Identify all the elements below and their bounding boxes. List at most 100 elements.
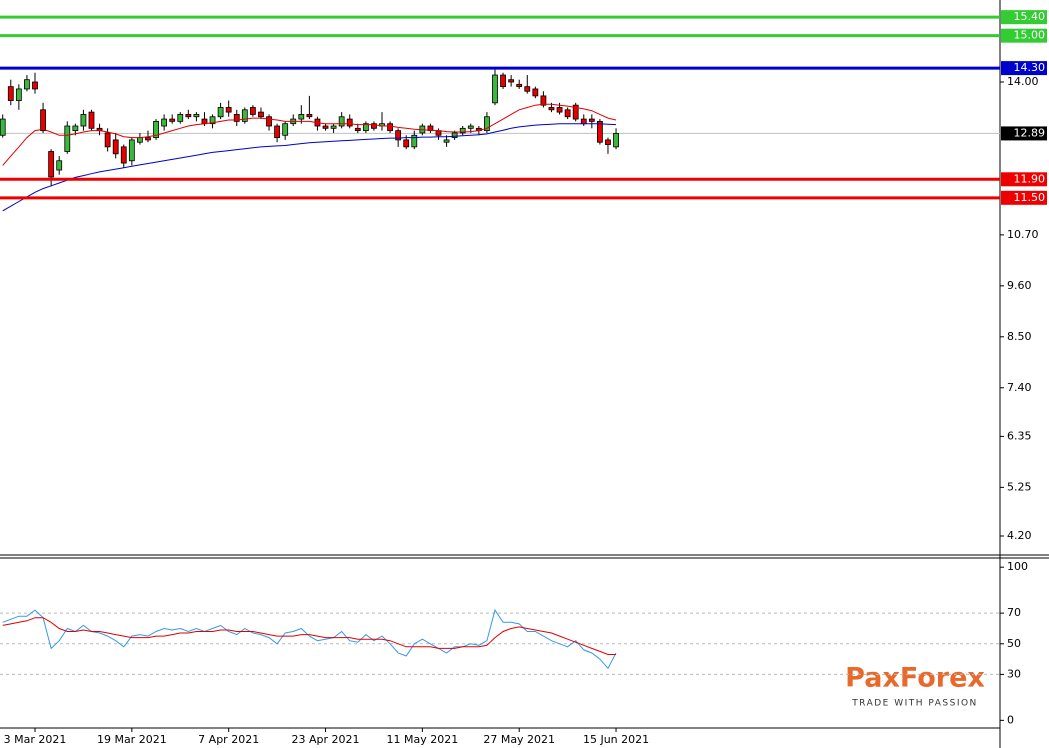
y-tick-label: 0 [1007,713,1014,726]
candle-body [500,74,506,88]
candle-body [32,81,38,90]
candle-body [346,118,353,127]
logo-tagline: TRADE WITH PASSION [851,699,978,709]
candle-body [354,127,361,132]
candle-body [298,114,305,120]
candle-body [580,118,587,125]
candle-body [193,114,200,118]
last-price-label: 12.89 [1014,126,1046,139]
candle-body [112,139,119,155]
candle-body [0,118,6,136]
x-tick-label: 7 Apr 2021 [198,733,259,746]
level-label-bg [1001,61,1047,76]
candle-body [443,139,450,143]
level-label-bg [1001,28,1047,43]
level-label-bg [1001,190,1047,205]
series-line [2,123,617,212]
candle-body [201,118,208,125]
candle-body [371,123,377,129]
candle-body [161,118,168,127]
candle-body [411,134,418,148]
candle-body [72,125,79,132]
candle-body [613,133,619,148]
candle-body [362,123,369,132]
candle-body [104,132,111,148]
candle-body [548,107,555,111]
candle-body [306,114,313,118]
candle-body [322,125,329,129]
candle-body [128,139,135,162]
candle-body [137,137,143,143]
candle-body [467,125,474,129]
candle-body [484,116,490,132]
candle-body [225,107,232,113]
candle-body [7,86,14,101]
y-tick-label: 10.70 [1007,228,1039,241]
level-label-bg [1001,172,1047,187]
candle-body [40,109,46,132]
candle-body [387,123,393,132]
y-tick-label: 5.25 [1007,480,1032,493]
candle-body [56,160,63,171]
candle-body [282,123,289,136]
candle-body [516,83,523,88]
y-tick-label: 9.60 [1007,279,1032,292]
series-line [2,103,617,166]
candle-body [249,107,256,115]
y-tick-label: 7.40 [1007,381,1032,394]
level-label: 11.90 [1014,172,1046,185]
candle-body [605,139,611,145]
candle-body [177,114,184,122]
candle-body [508,79,515,83]
candle-body [451,132,458,138]
candle-body [572,104,579,120]
x-tick-label: 23 Apr 2021 [292,733,360,746]
x-tick-label: 11 May 2021 [386,733,458,746]
candle-body [492,74,498,104]
candle-body [241,109,248,122]
candle-body [540,95,547,106]
y-tick-label: 6.35 [1007,429,1032,442]
candle-body [233,114,240,122]
y-tick-label: 4.20 [1007,529,1032,542]
x-tick-label: 27 May 2021 [483,733,555,746]
candle-body [24,79,30,90]
candle-body [330,125,337,129]
y-tick-label: 14.00 [1007,75,1039,88]
candle-body [258,111,264,118]
x-tick-label: 3 Mar 2021 [4,733,67,746]
level-label: 14.30 [1014,61,1046,74]
level-label: 15.00 [1014,29,1046,42]
candle-body [145,137,151,141]
candle-body [209,116,216,125]
candle-body [88,111,95,129]
level-label: 15.40 [1014,10,1046,23]
candle-body [597,120,603,143]
level-label-bg [1001,10,1047,25]
candle-body [185,114,192,118]
last-price-bg [1001,126,1047,141]
candle-body [274,125,281,138]
x-tick-label: 15 Jun 2021 [583,733,649,746]
candle-body [403,139,410,148]
candle-body [266,116,272,127]
candle-body [395,130,402,141]
y-tick-label: 30 [1007,667,1021,680]
candle-body [556,107,563,113]
candle-body [48,151,55,178]
candle-body [217,107,224,118]
candle-body [15,88,22,101]
candle-body [524,86,531,92]
series-line [2,617,616,655]
series-line [2,608,617,670]
x-tick-label: 19 Mar 2021 [97,733,167,746]
candle-body [64,125,71,152]
logo-brand: PaxForex [845,663,985,694]
y-tick-label: 100 [1007,560,1028,573]
candle-body [153,120,159,138]
candle-body [80,114,87,127]
candle-body [564,109,571,118]
candle-body [588,118,595,122]
